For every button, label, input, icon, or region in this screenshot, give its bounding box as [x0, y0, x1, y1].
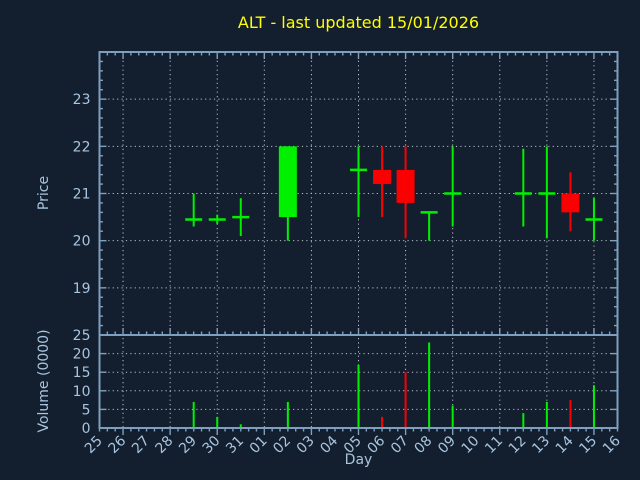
price-tick-label: 21: [73, 187, 91, 203]
price-tick-label: 22: [73, 139, 91, 155]
price-tick-label: 23: [73, 92, 91, 108]
candle-body-day-14: [561, 193, 580, 213]
candle-body-day-07: [396, 169, 415, 203]
volume-axis-title: Volume (0000): [36, 329, 52, 433]
volume-tick-label: 20: [73, 347, 91, 363]
candle-body-day-06: [373, 169, 392, 185]
volume-tick-label: 0: [82, 421, 91, 437]
chart-title: ALT - last updated 15/01/2026: [237, 13, 480, 32]
price-tick-label: 19: [73, 281, 91, 297]
x-axis-title: Day: [344, 452, 373, 468]
volume-tick-label: 15: [73, 365, 91, 381]
volume-tick-label: 5: [82, 402, 91, 418]
candle-body-day-02: [278, 146, 297, 218]
price-axis-title: Price: [36, 175, 52, 211]
price-tick-label: 20: [73, 234, 91, 250]
volume-tick-label: 10: [73, 384, 91, 400]
volume-tick-label: 25: [73, 328, 91, 344]
